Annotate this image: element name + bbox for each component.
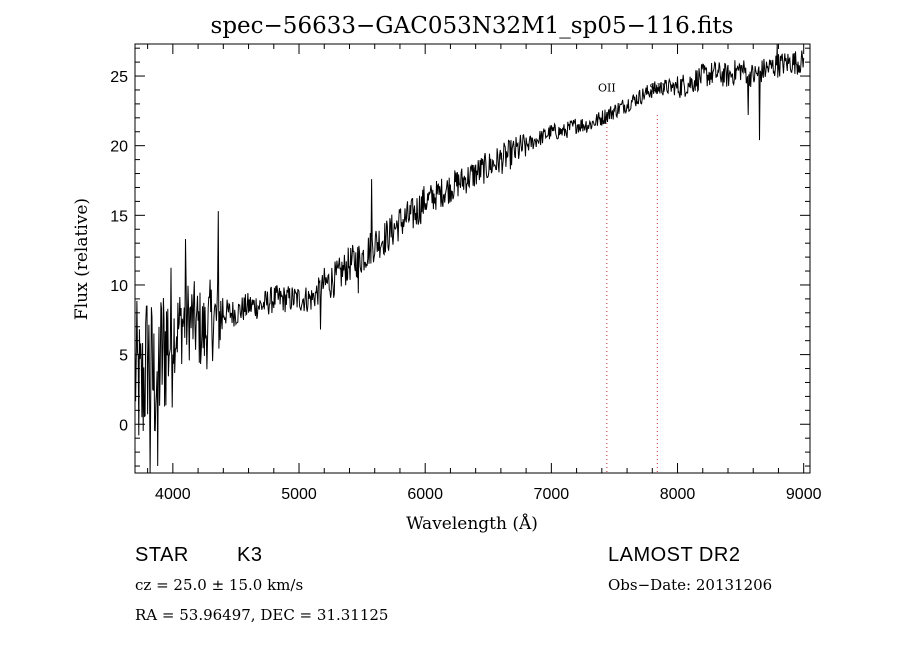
spectrum-line [134, 43, 805, 474]
x-tick-label: 5000 [281, 486, 317, 503]
object-class: STAR [135, 544, 189, 566]
coordinates-text: RA = 53.96497, DEC = 31.31125 [135, 606, 388, 624]
x-axis-label: Wavelength (Å) [406, 513, 538, 534]
plot-frame [134, 43, 811, 474]
x-tick-label: 6000 [407, 486, 443, 503]
survey-label: LAMOST DR2 [608, 544, 740, 566]
x-tick-label: 7000 [534, 486, 570, 503]
line-marker-label: OII [598, 81, 616, 94]
y-tick-label: 5 [119, 348, 128, 365]
redshift-text: cz = 25.0 ± 15.0 km/s [135, 576, 303, 594]
y-tick-label: 10 [110, 278, 128, 295]
y-tick-label: 20 [110, 139, 128, 156]
x-tick-label: 4000 [155, 486, 191, 503]
y-tick-label: 15 [110, 208, 128, 225]
chart-title: spec−56633−GAC053N32M1_sp05−116.fits [211, 13, 734, 39]
y-axis-label: Flux (relative) [72, 198, 92, 320]
object-subclass: K3 [237, 544, 262, 566]
obs-date-text: Obs−Date: 20131206 [608, 576, 772, 594]
y-tick-label: 25 [110, 69, 128, 86]
x-tick-label: 9000 [786, 486, 822, 503]
x-tick-label: 8000 [660, 486, 696, 503]
y-tick-label: 0 [119, 417, 128, 434]
